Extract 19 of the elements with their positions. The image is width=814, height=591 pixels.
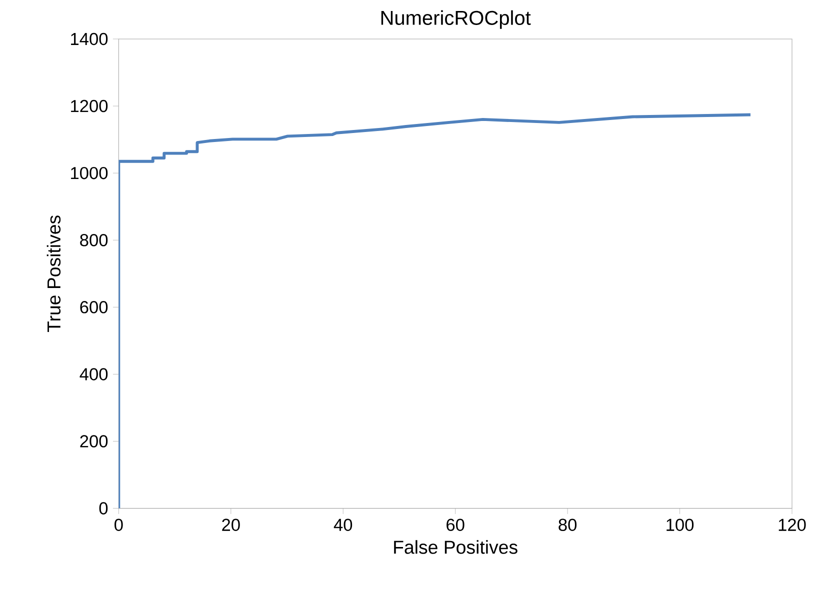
y-tick-label: 1000 <box>71 166 108 180</box>
x-tick-label: 40 <box>334 518 352 531</box>
y-tick-label: 400 <box>80 368 108 380</box>
x-tick-label: 120 <box>778 518 806 531</box>
chart-title: NumericROCplot <box>381 10 531 29</box>
y-tick-label: 1400 <box>71 32 108 46</box>
y-tick-label: 800 <box>80 234 108 246</box>
x-axis-title: False Positives <box>394 540 518 554</box>
y-tick-label: 0 <box>99 502 108 514</box>
x-tick-label: 0 <box>114 518 123 531</box>
x-tick-label: 20 <box>222 518 240 531</box>
y-axis-title: True Positives <box>46 216 61 332</box>
line-series <box>118 113 752 508</box>
y-tick-label: 1200 <box>71 100 108 112</box>
y-tick-label: 200 <box>80 435 108 448</box>
y-tick-label: 600 <box>80 301 108 314</box>
x-tick-label: 100 <box>666 518 694 531</box>
x-tick-label: 80 <box>558 518 577 531</box>
x-tick-label: 60 <box>446 518 464 531</box>
